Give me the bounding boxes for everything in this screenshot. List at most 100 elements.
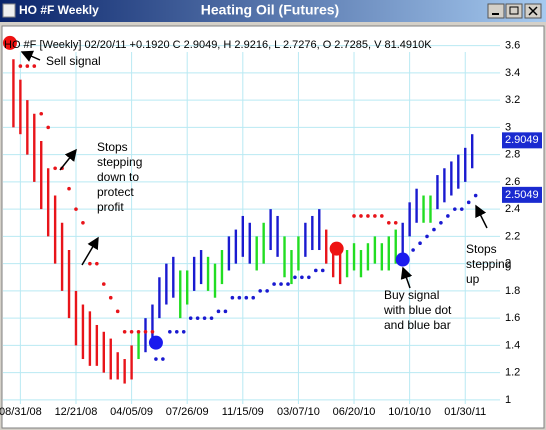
stop-dot: [108, 295, 113, 300]
y-tick-label: 1.6: [505, 312, 520, 324]
stop-dot: [115, 309, 120, 314]
stop-dot: [439, 220, 443, 225]
stop-dot: [81, 220, 85, 225]
stop-dot: [425, 234, 429, 239]
stop-dot: [136, 329, 141, 334]
price-label-box: [502, 186, 542, 203]
annotation: down to: [97, 170, 139, 184]
stop-dot: [244, 295, 249, 300]
annotation: protect: [97, 185, 134, 199]
y-tick-label: 1.4: [505, 339, 520, 351]
stop-dot: [272, 282, 276, 286]
x-tick-label: 11/15/09: [222, 406, 264, 418]
stop-dot: [446, 214, 450, 218]
price-label: 2.9049: [505, 134, 539, 146]
stop-dot: [459, 207, 464, 211]
stop-dot: [209, 316, 214, 320]
stop-dot: [380, 214, 384, 218]
stop-dot: [150, 329, 155, 334]
stop-dot: [95, 261, 99, 266]
x-tick-label: 01/30/11: [444, 406, 486, 418]
stop-dot: [46, 125, 50, 130]
x-tick-label: 04/05/09: [110, 406, 153, 418]
annotation: Stops: [466, 242, 497, 256]
stop-dot: [202, 316, 207, 320]
y-tick-label: 1: [505, 394, 511, 406]
stop-dot: [154, 357, 158, 361]
stop-dot: [168, 329, 172, 334]
stop-dot: [352, 214, 356, 218]
y-tick-label: 1.2: [505, 367, 520, 379]
stop-dot: [432, 227, 436, 232]
y-tick-label: 2.6: [505, 176, 520, 188]
y-tick-label: 3.2: [505, 94, 520, 106]
maximize-button[interactable]: [505, 3, 523, 19]
y-tick-label: 2.8: [505, 149, 520, 161]
chart-panel: [1, 25, 545, 429]
stop-dot: [25, 64, 30, 68]
annotation: stepping: [97, 155, 142, 169]
stop-dot: [174, 329, 179, 334]
stop-dot: [39, 111, 44, 116]
stop-dot: [223, 309, 228, 314]
stop-dot: [366, 214, 370, 218]
stop-dot: [143, 329, 148, 334]
stop-dot: [258, 289, 262, 293]
stop-dot: [74, 207, 78, 211]
stop-dot: [265, 289, 269, 293]
chart-title: Heating Oil (Futures): [201, 2, 339, 18]
window-title: HO #F Weekly: [19, 3, 99, 17]
stop-dot: [101, 282, 106, 286]
stop-dot: [320, 268, 325, 273]
y-tick-label: 1.8: [505, 285, 520, 297]
annotation: profit: [97, 200, 124, 214]
stop-dot: [393, 220, 398, 225]
y-tick-label: 2.4: [505, 203, 520, 215]
signal-dot: [395, 252, 410, 267]
stop-dot: [307, 275, 311, 280]
stop-dot: [411, 248, 415, 252]
x-tick-label: 07/26/09: [166, 406, 209, 418]
stop-dot: [293, 275, 297, 280]
annotation: and blue bar: [384, 318, 451, 332]
annotation: Stops: [97, 140, 128, 154]
stop-dot: [195, 316, 200, 320]
stop-dot: [279, 282, 283, 286]
quote-header: HO #F [Weekly] 02/20/11 +0.1920 C 2.9049…: [4, 39, 432, 51]
stop-dot: [300, 275, 304, 280]
stop-dot: [67, 186, 71, 191]
stop-dot: [453, 207, 457, 211]
price-label: 2.5049: [505, 189, 539, 201]
signal-dot: [2, 35, 17, 50]
stop-dot: [286, 282, 290, 286]
y-tick-label: 3.6: [505, 40, 520, 52]
title-bar: [0, 0, 546, 22]
stop-dot: [188, 316, 193, 320]
stop-dot: [473, 193, 478, 198]
x-tick-label: 06/20/10: [333, 406, 376, 418]
stop-dot: [53, 166, 57, 171]
stop-dot: [418, 241, 422, 246]
stop-dot: [32, 64, 37, 68]
signal-dot: [329, 241, 344, 256]
window-buttons[interactable]: [487, 3, 542, 19]
minimize-button[interactable]: [487, 3, 505, 19]
x-tick-label: 10/10/10: [388, 406, 431, 418]
stop-dot: [313, 268, 318, 273]
stop-dot: [88, 261, 92, 266]
stop-dot: [251, 295, 256, 300]
x-tick-label: 12/21/08: [55, 406, 98, 418]
x-tick-label: 08/31/08: [0, 406, 42, 418]
price-label-box: [502, 132, 542, 149]
y-tick-label: 2: [505, 258, 511, 270]
y-tick-label: 2.2: [505, 230, 520, 242]
stop-dot: [230, 295, 235, 300]
annotation: Sell signal: [46, 54, 101, 68]
stop-dot: [466, 200, 471, 205]
stop-dot: [129, 329, 134, 334]
y-tick-label: 3: [505, 121, 511, 133]
stop-dot: [18, 64, 23, 68]
annotation: Buy signal: [384, 288, 439, 302]
stop-dot: [237, 295, 242, 300]
